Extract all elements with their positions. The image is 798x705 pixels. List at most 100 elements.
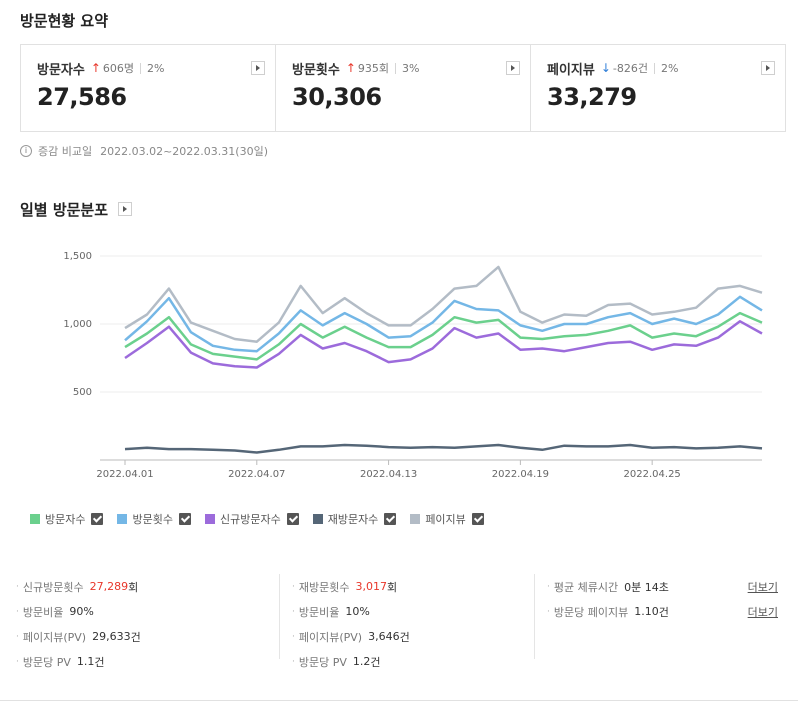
stat-unit: 건 [399,630,410,644]
card-diff: 606명 [102,62,135,75]
stat-label: 페이지뷰(PV) [298,630,363,644]
legend-swatch [410,514,421,524]
bullet-icon: · [292,631,295,642]
card-value: 30,306 [292,83,382,111]
daily-title: 일별 방문분포 [20,201,109,219]
legend-checkbox[interactable] [384,513,397,525]
legend-label: 신규방문자수 [219,513,281,526]
bullet-icon: · [547,606,550,617]
divider [140,62,142,74]
stat-value: 1.1 [76,655,95,668]
bullet-icon: · [16,656,19,667]
stat-row: · 방문비율 90% [16,599,276,624]
more-link[interactable]: 더보기 [747,580,778,594]
legend-checkbox[interactable] [471,513,484,525]
stat-value: 27,289 [89,580,129,593]
legend-item[interactable]: 방문횟수 [117,511,191,527]
stat-unit: 회 [386,580,398,594]
legend-swatch [30,514,40,524]
stat-label: 방문비율 [298,605,340,619]
stat-unit: 건 [94,655,105,669]
legend-item[interactable]: 방문자수 [30,511,104,527]
legend-label: 재방문자수 [327,513,379,526]
summary-box: 방문자수 ↑ 606명 2% 27,586 방문횟수 ↑ 935회 3% 30,… [20,44,786,132]
arrow-up-icon: ↑ [90,61,101,75]
card-percent: 2% [147,61,165,75]
bullet-icon: · [16,606,19,617]
stat-value: 29,633 [92,630,131,643]
info-icon: i [20,145,32,157]
card-label: 방문자수 [37,62,85,78]
stat-label: 방문당 PV [298,655,347,669]
stats-duration: · 평균 체류시간 0분 14초 더보기 · 방문당 페이지뷰 1.10 건 더보기 [534,574,778,659]
stat-label: 재방문횟수 [298,580,350,594]
card-more-button[interactable] [251,61,265,75]
stats-return-visits: · 재방문횟수 3,017 회 · 방문비율 10% · 페이지뷰(PV) 3,646 건 · 방문당 … [279,574,533,669]
bullet-icon: · [292,581,295,592]
compare-label: 증감 비교일 [38,145,93,158]
series-line-4 [124,265,763,343]
card-diff: -826건 [612,62,648,75]
y-tick-label: 500 [73,387,92,398]
stat-row: · 페이지뷰(PV) 3,646 건 [292,624,533,649]
bullet-icon: · [16,581,19,592]
daily-more-button[interactable] [118,202,132,216]
legend-swatch [312,514,323,524]
x-tick-label: 2022.04.19 [492,469,549,480]
stat-label: 신규방문횟수 [22,580,84,594]
stat-row: · 방문비율 10% [292,599,533,624]
y-tick-label: 1,500 [63,251,92,262]
card-visits: 방문횟수 ↑ 935회 3% 30,306 [276,45,531,131]
legend-checkbox[interactable] [91,513,104,525]
card-percent: 3% [402,61,420,75]
stat-label: 방문당 페이지뷰 [553,605,629,619]
bullet-icon: · [292,606,295,617]
arrow-up-icon: ↑ [345,61,356,75]
x-tick-label: 2022.04.01 [96,469,153,480]
series-line-3 [124,443,763,454]
legend-item[interactable]: 재방문자수 [312,511,397,527]
stat-label: 페이지뷰(PV) [22,630,87,644]
legend-swatch [204,514,215,524]
stat-value: 90% [69,605,94,618]
legend-checkbox[interactable] [178,513,191,525]
card-pageviews: 페이지뷰 ↓ -826건 2% 33,279 [531,45,785,131]
card-value: 33,279 [547,83,637,111]
stat-row: · 방문당 PV 1.1 건 [16,649,276,674]
stat-row: · 평균 체류시간 0분 14초 더보기 [547,574,778,599]
y-tick-label: 1,000 [63,319,92,330]
stat-row: · 방문당 페이지뷰 1.10 건 더보기 [547,599,778,624]
stat-row: · 페이지뷰(PV) 29,633 건 [16,624,276,649]
x-tick-label: 2022.04.07 [228,469,285,480]
stat-value: 0분 14초 [624,580,669,594]
stat-value: 1.10 [634,605,659,618]
stats-new-visits: · 신규방문횟수 27,289 회 · 방문비율 90% · 페이지뷰(PV) 29,633 건 · 방… [16,574,276,674]
legend-checkbox[interactable] [286,513,299,525]
stat-unit: 건 [130,630,141,644]
stat-value: 1.2 [352,655,371,668]
daily-line-chart: 1,500 1,000 500 2022.04.01 2022.04.07 2022.04… [63,251,763,480]
stat-row: · 재방문횟수 3,017 회 [292,574,533,599]
stat-value: 3,017 [355,580,387,593]
card-label: 방문횟수 [292,62,340,78]
stat-row: · 방문당 PV 1.2 건 [292,649,533,674]
arrow-down-icon: ↓ [600,61,611,75]
stat-label: 평균 체류시간 [553,580,619,594]
legend-item[interactable]: 페이지뷰 [410,511,484,527]
card-more-button[interactable] [506,61,520,75]
card-value: 27,586 [37,83,127,111]
series-line-2 [124,320,763,369]
stat-label: 방문당 PV [22,655,71,669]
more-link[interactable]: 더보기 [747,605,778,619]
bullet-icon: · [547,581,550,592]
compare-period: i 증감 비교일 2022.03.02~2022.03.31(30일) [20,143,268,159]
card-more-button[interactable] [761,61,775,75]
stat-value: 3,646 [368,630,400,643]
legend-label: 방문자수 [45,513,86,526]
stat-unit: 건 [658,605,669,619]
x-tick-label: 2022.04.13 [360,469,417,480]
stat-row: · 신규방문횟수 27,289 회 [16,574,276,599]
x-tick-label: 2022.04.25 [624,469,681,480]
legend-swatch [117,514,128,524]
legend-item[interactable]: 신규방문자수 [204,511,299,527]
